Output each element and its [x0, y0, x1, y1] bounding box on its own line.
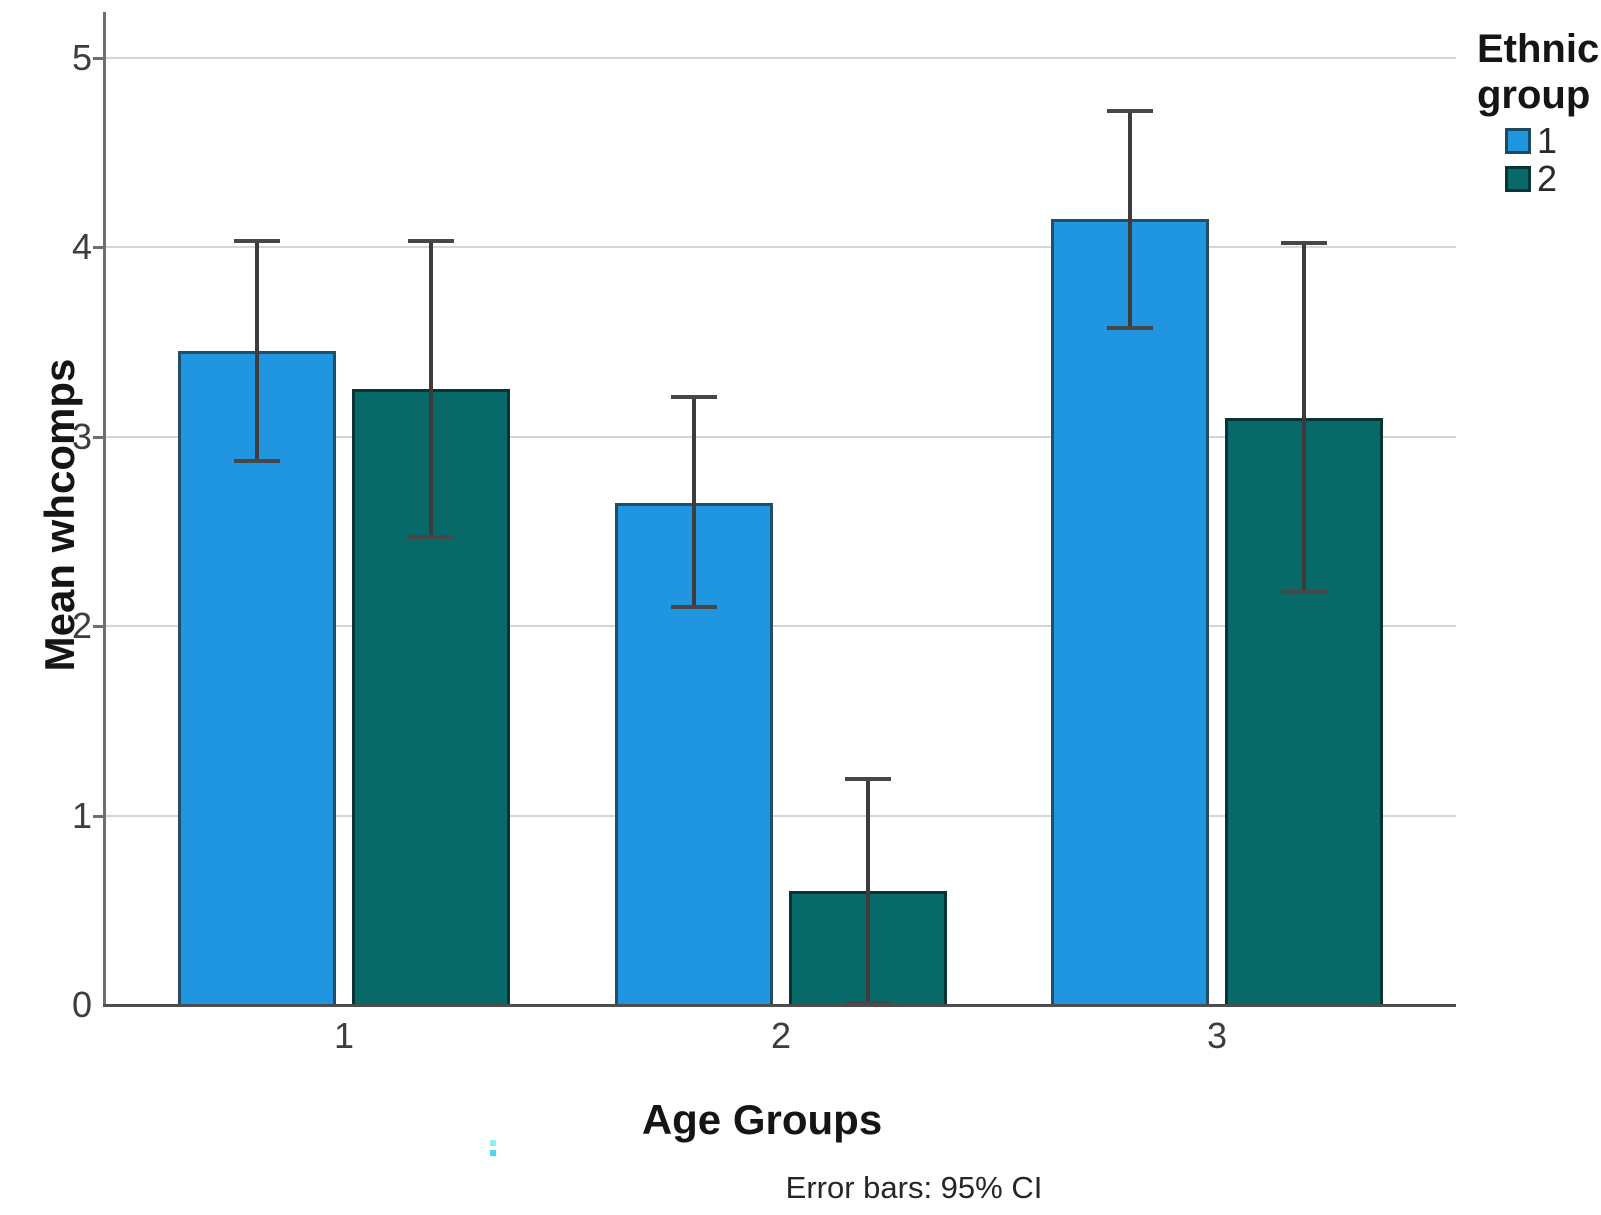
- error-bar-cap-bottom: [234, 459, 280, 463]
- y-tick-label-0: 0: [71, 984, 92, 1025]
- y-tick-mark-5: [93, 57, 103, 60]
- error-bar-cap-bottom: [845, 1001, 891, 1005]
- cyan-artifact: [490, 1150, 496, 1156]
- error-bar-age3-ethnic2: [1302, 243, 1306, 592]
- legend-swatch-ethnic-2: [1505, 166, 1531, 192]
- error-bar-cap-top: [845, 777, 891, 781]
- legend-swatch-ethnic-1: [1505, 128, 1531, 154]
- y-axis-line: [103, 12, 106, 1006]
- error-bar-cap-top: [1107, 109, 1153, 113]
- x-tick-label-3: 3: [1206, 1015, 1228, 1056]
- error-bar-age3-ethnic1: [1128, 111, 1132, 328]
- error-bars-caption: Error bars: 95% CI: [785, 1170, 1043, 1205]
- error-bar-age1-ethnic2: [429, 241, 433, 537]
- legend-title: Ethnic group: [1477, 27, 1600, 117]
- gridline-y-3: [103, 436, 1456, 438]
- y-tick-label-4: 4: [71, 226, 92, 267]
- y-tick-label-2: 2: [71, 605, 92, 646]
- gridline-y-1: [103, 815, 1456, 817]
- y-tick-label-1: 1: [71, 795, 92, 836]
- y-tick-mark-3: [93, 436, 103, 439]
- error-bar-cap-top: [408, 239, 454, 243]
- legend-label-ethnic-2: 2: [1537, 158, 1558, 199]
- gridline-y-2: [103, 625, 1456, 627]
- gridline-y-5: [103, 57, 1456, 59]
- x-axis-line: [103, 1004, 1456, 1007]
- error-bar-age2-ethnic1: [692, 397, 696, 607]
- y-tick-label-3: 3: [71, 416, 92, 457]
- error-bar-cap-top: [671, 395, 717, 399]
- legend-entry-ethnic-1: 1: [1505, 120, 1601, 161]
- y-tick-label-5: 5: [71, 37, 92, 78]
- cyan-artifact: [490, 1140, 496, 1146]
- legend: Ethnic group 1 2: [1477, 26, 1601, 199]
- legend-entry-ethnic-2: 2: [1505, 158, 1601, 199]
- error-bar-cap-bottom: [1281, 590, 1327, 594]
- error-bar-cap-bottom: [1107, 326, 1153, 330]
- legend-label-ethnic-1: 1: [1537, 120, 1558, 161]
- error-bar-cap-top: [1281, 241, 1327, 245]
- x-tick-label-2: 2: [770, 1015, 792, 1056]
- error-bar-age1-ethnic1: [255, 241, 259, 461]
- error-bar-cap-top: [234, 239, 280, 243]
- error-bar-age2-ethnic2: [866, 779, 870, 1003]
- x-tick-label-1: 1: [333, 1015, 355, 1056]
- gridline-y-4: [103, 246, 1456, 248]
- y-tick-mark-1: [93, 815, 103, 818]
- error-bar-cap-bottom: [671, 605, 717, 609]
- y-tick-mark-2: [93, 625, 103, 628]
- bar-age3-ethnic2: [1225, 418, 1383, 1005]
- error-bar-cap-bottom: [408, 535, 454, 539]
- x-axis-title: Age Groups: [641, 1096, 883, 1143]
- bar-age3-ethnic1: [1051, 219, 1209, 1005]
- y-tick-mark-4: [93, 246, 103, 249]
